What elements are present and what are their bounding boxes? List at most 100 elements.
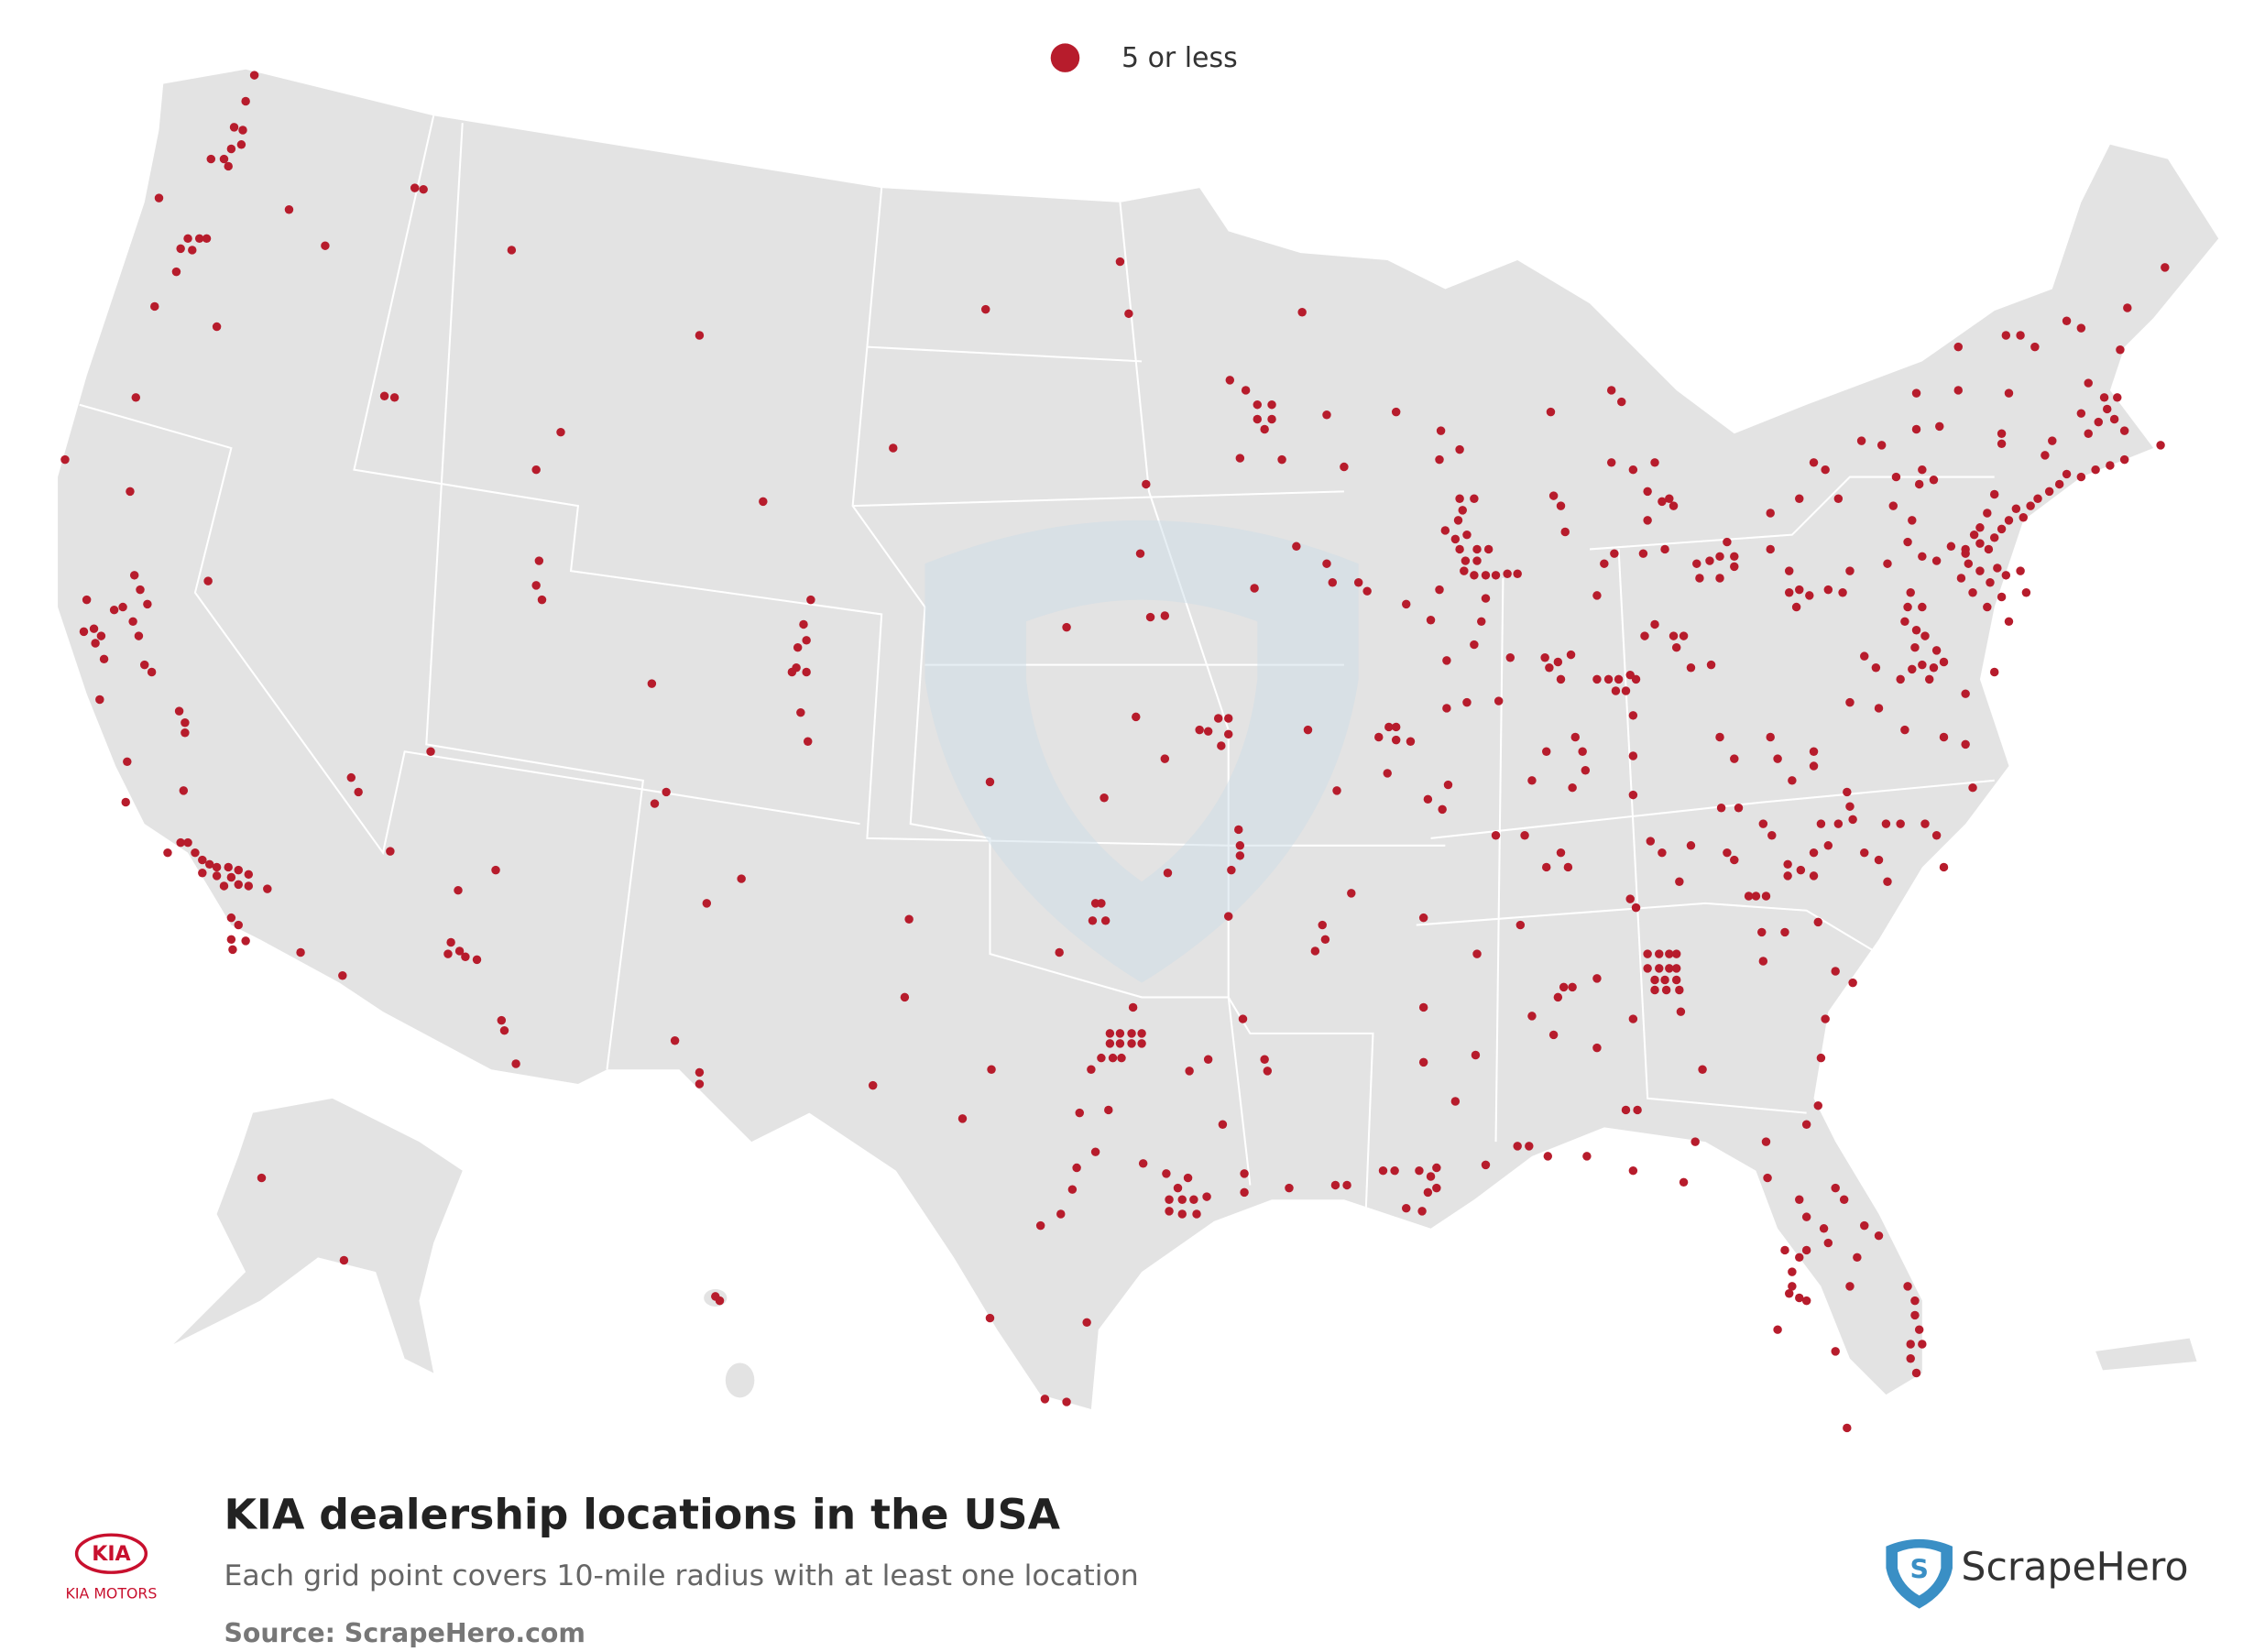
location-dot bbox=[1860, 848, 1869, 858]
location-dot bbox=[1903, 1282, 1912, 1291]
location-dot bbox=[183, 234, 192, 244]
brand-shield-s: S bbox=[1909, 1555, 1928, 1585]
location-dot bbox=[1241, 386, 1251, 395]
contiguous-us bbox=[58, 69, 2219, 1409]
location-dot bbox=[1483, 544, 1494, 554]
location-dot bbox=[1503, 569, 1512, 578]
location-dot bbox=[1556, 848, 1566, 858]
location-dot bbox=[1621, 686, 1631, 695]
location-dot bbox=[147, 667, 157, 677]
location-dot bbox=[1883, 559, 1892, 568]
location-dot bbox=[1833, 819, 1844, 828]
location-dot bbox=[1848, 815, 1857, 825]
location-dot bbox=[1946, 542, 1956, 552]
location-dot bbox=[176, 837, 185, 848]
location-dot bbox=[1791, 602, 1801, 612]
location-dot bbox=[491, 865, 500, 875]
location-dot bbox=[1997, 592, 2007, 602]
location-dot bbox=[454, 885, 463, 895]
location-dot bbox=[1918, 660, 1927, 670]
location-dot bbox=[1900, 617, 1909, 627]
location-dot bbox=[2004, 388, 2014, 398]
location-dot bbox=[263, 884, 272, 893]
location-dot bbox=[443, 949, 453, 958]
location-dot bbox=[1809, 848, 1819, 858]
location-dot bbox=[1435, 454, 1444, 465]
location-dot bbox=[1816, 1053, 1826, 1063]
location-dot bbox=[1540, 653, 1549, 662]
location-dot bbox=[1292, 542, 1301, 552]
location-dot bbox=[1914, 479, 1924, 489]
location-dot bbox=[1310, 946, 1320, 956]
location-dot bbox=[1961, 689, 1970, 698]
state-borders bbox=[79, 115, 1995, 1215]
location-dot bbox=[1138, 1159, 1148, 1168]
location-dot bbox=[2062, 316, 2072, 325]
location-dot bbox=[1628, 711, 1638, 720]
location-dot bbox=[128, 617, 137, 627]
location-dot bbox=[1911, 388, 1921, 398]
location-dot bbox=[206, 154, 216, 164]
location-dot bbox=[1671, 642, 1681, 652]
location-dot bbox=[1481, 571, 1491, 580]
location-dot bbox=[1062, 1397, 1071, 1406]
location-dot bbox=[1809, 747, 1819, 756]
location-dot bbox=[198, 855, 207, 865]
location-dot bbox=[1234, 825, 1243, 835]
location-dot bbox=[121, 797, 130, 807]
location-dot bbox=[1706, 660, 1716, 670]
location-dot bbox=[1546, 407, 1556, 417]
location-dot bbox=[957, 1114, 968, 1123]
location-dot bbox=[1989, 667, 1999, 677]
location-dot bbox=[1450, 534, 1461, 544]
brand-shield-inner bbox=[1898, 1548, 1942, 1596]
location-dot bbox=[1766, 732, 1775, 742]
location-dot bbox=[1914, 1325, 1924, 1334]
location-dot bbox=[1417, 1207, 1427, 1216]
location-dot bbox=[1548, 491, 1559, 500]
location-dot bbox=[1481, 1160, 1491, 1170]
location-dot bbox=[1695, 574, 1704, 583]
location-dot bbox=[695, 1067, 705, 1078]
location-dot bbox=[1773, 754, 1782, 763]
location-dot bbox=[238, 126, 247, 135]
location-dot bbox=[321, 241, 330, 250]
location-dot bbox=[1470, 571, 1479, 580]
location-dot bbox=[1267, 414, 1276, 424]
location-dot bbox=[1801, 1245, 1811, 1255]
source: Source: ScrapeHero.com bbox=[224, 1618, 585, 1648]
location-dot bbox=[1823, 585, 1833, 595]
location-dot bbox=[1665, 964, 1674, 973]
location-dot bbox=[1075, 1108, 1084, 1118]
location-dot bbox=[1163, 869, 1173, 878]
location-dot bbox=[1983, 509, 1992, 518]
location-dot bbox=[695, 331, 705, 340]
location-dot bbox=[1821, 465, 1830, 475]
location-dot bbox=[1450, 1097, 1461, 1106]
location-dot bbox=[1600, 559, 1609, 568]
location-dot bbox=[1378, 1165, 1388, 1176]
location-dot bbox=[1491, 831, 1501, 840]
location-dot bbox=[1035, 1220, 1045, 1231]
location-dot bbox=[1795, 1195, 1804, 1204]
location-dot bbox=[1716, 804, 1726, 813]
location-dot bbox=[1896, 674, 1905, 684]
location-dot bbox=[1056, 1209, 1066, 1219]
location-dot bbox=[1961, 739, 1970, 749]
location-dot bbox=[1438, 804, 1447, 815]
location-dot bbox=[647, 679, 657, 688]
location-dot bbox=[131, 393, 140, 402]
state-border bbox=[851, 188, 1252, 1186]
location-dot bbox=[1391, 735, 1401, 745]
location-dot bbox=[389, 393, 399, 402]
location-dot bbox=[1953, 386, 1963, 395]
location-dot bbox=[1472, 949, 1482, 958]
location-dot bbox=[1260, 424, 1269, 434]
location-dot bbox=[1671, 964, 1681, 973]
location-dot bbox=[1788, 776, 1797, 785]
location-dot bbox=[1240, 1187, 1249, 1198]
location-dot bbox=[1931, 831, 1942, 840]
location-dot bbox=[1692, 559, 1701, 568]
